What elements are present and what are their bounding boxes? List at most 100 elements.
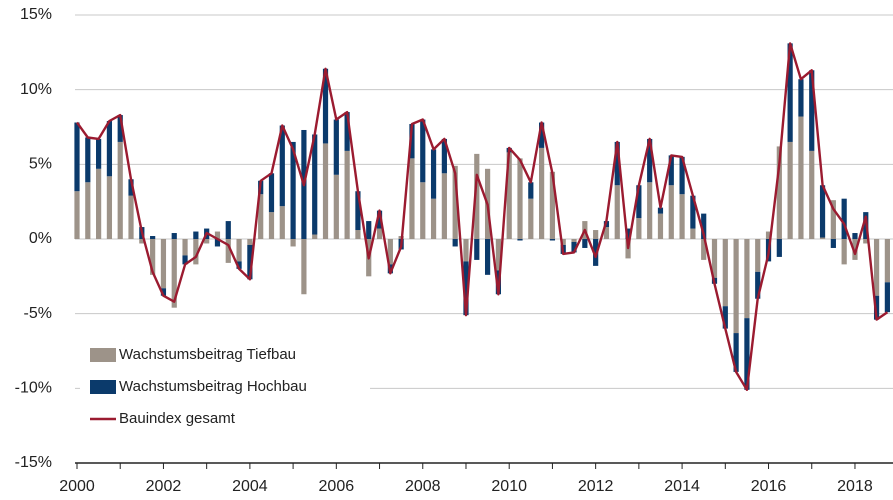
bar [128,179,134,196]
bar [344,150,350,239]
x-tick-label: 2018 [837,478,873,495]
bar [852,239,858,260]
bar [722,239,728,307]
bar [690,228,696,239]
bar [603,227,610,239]
bar [614,141,620,186]
bar [225,221,231,239]
bar [560,239,566,245]
legend-label: Bauindex gesamt [119,410,236,427]
bar [765,231,772,239]
bar [711,239,718,278]
y-tick-label: -5% [24,305,52,322]
bar [279,125,285,207]
x-tick-label: 2002 [146,478,182,495]
legend-label: Wachstumsbeitrag Tiefbau [119,346,296,363]
bar [247,244,253,280]
bar [312,234,318,239]
x-tick-label: 2016 [751,478,787,495]
bar [463,261,469,316]
bar [679,194,685,239]
bar [863,239,869,244]
legend-swatch [90,380,116,394]
bar [376,210,383,229]
bar [809,70,815,151]
bar [701,239,707,260]
bar [841,198,847,239]
bar [441,138,447,174]
bar [312,134,318,235]
bar [160,288,167,296]
y-tick-label: 5% [29,156,52,173]
bar [387,239,393,265]
bar [74,191,80,239]
bar [139,239,145,244]
bar [884,239,890,283]
bar [647,138,653,183]
bar [744,318,750,390]
bar [571,241,577,253]
x-tick-label: 2008 [405,478,441,495]
bar [204,239,210,244]
bar [625,228,631,239]
x-tick-label: 2014 [664,478,700,495]
line [76,42,889,391]
bar [474,239,480,260]
bar [787,141,793,239]
bar [182,239,188,256]
bar [290,141,296,239]
bar [733,333,739,372]
bar [452,239,458,247]
bar [528,198,534,239]
bar [841,239,847,265]
x-tick-label: 2000 [59,478,95,495]
bar [614,185,620,239]
bar [539,147,545,239]
legend-swatch [90,348,116,362]
bar [776,239,782,257]
y-tick-label: -10% [15,380,52,397]
y-tick-label: 0% [29,230,52,247]
bar [128,195,134,239]
bar [884,282,890,313]
bar [96,168,102,239]
bar [506,152,512,239]
bar [150,236,156,239]
bar [517,239,523,241]
bar [85,182,91,239]
bar [647,182,653,239]
legend: Wachstumsbeitrag Tiefbau Wachstumsbeitrag… [80,340,370,435]
bar [798,116,804,239]
bar [290,239,296,247]
bar [679,156,685,195]
bar [819,185,826,238]
legend-label: Wachstumsbeitrag Hochbau [119,378,307,395]
bar [279,206,285,239]
bar [182,255,188,265]
bar [517,158,523,239]
y-tick-label: 15% [20,6,52,23]
bar [787,43,793,142]
bar [809,150,815,239]
bar [636,185,642,219]
bar [733,239,739,334]
bar [474,153,480,239]
bar [668,155,674,186]
bar [420,119,426,183]
y-tick-label: -15% [15,454,52,471]
bar [301,239,307,295]
bar [150,239,156,275]
bar [668,185,674,239]
bar [873,295,880,320]
bar [690,195,696,229]
bar [582,239,588,248]
bar [798,79,804,117]
bar [463,239,469,262]
bar [549,171,556,239]
bar [452,165,458,239]
bar [430,149,437,199]
bar [549,239,556,241]
bar [755,271,761,299]
bar [344,112,350,151]
bar [593,230,599,239]
